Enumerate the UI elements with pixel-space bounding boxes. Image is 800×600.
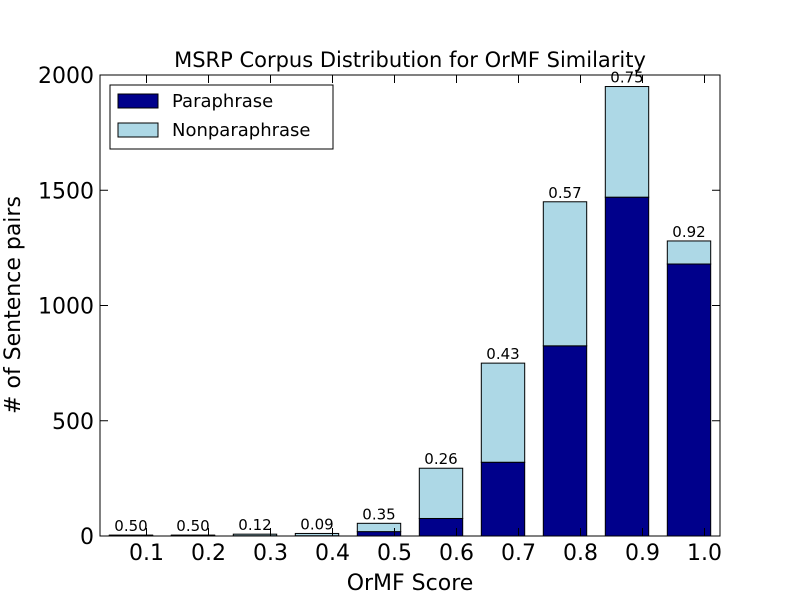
x-axis-label: OrMF Score <box>347 571 474 596</box>
x-ticks-group: 0.1 0.2 0.3 0.4 0.5 0.6 0.7 0.8 0.9 1.0 <box>129 75 722 566</box>
x-tick-label: 0.9 <box>625 541 660 566</box>
x-tick-label: 0.6 <box>439 541 474 566</box>
x-tick-label: 0.1 <box>129 541 164 566</box>
x-tick-label: 0.8 <box>563 541 598 566</box>
bar-labels-group: 0.50 0.50 0.12 0.09 0.35 0.26 0.43 0.57 0.75 0.92 <box>114 69 705 536</box>
bar-nonparaphrase <box>480 362 526 463</box>
x-tick-label: 0.3 <box>253 541 288 566</box>
legend-label-nonparaphrase: Nonparaphrase <box>172 120 311 141</box>
x-tick-label: 0.7 <box>501 541 536 566</box>
bar-paraphrase <box>666 263 712 537</box>
x-tick-label: 0.5 <box>377 541 412 566</box>
y-axis-label: # of Sentence pairs <box>1 196 26 414</box>
bar-value-label: 0.50 <box>176 517 209 535</box>
bar-paraphrase <box>480 461 526 537</box>
legend-swatch-paraphrase <box>117 93 159 109</box>
bar-value-label: 0.26 <box>424 450 457 468</box>
x-tick-label: 1.0 <box>687 541 722 566</box>
bar-value-label: 0.92 <box>672 223 705 241</box>
chart-title: MSRP Corpus Distribution for OrMF Simila… <box>174 48 646 72</box>
y-ticks-group: 0 500 1000 1500 2000 <box>38 64 720 550</box>
bar-value-label: 0.35 <box>362 505 395 523</box>
x-tick-label: 0.4 <box>315 541 350 566</box>
y-tick-label: 0 <box>80 525 94 550</box>
legend-label-paraphrase: Paraphrase <box>172 91 273 112</box>
bar-value-label: 0.75 <box>610 69 643 87</box>
bar-paraphrase <box>542 345 588 537</box>
bar-nonparaphrase <box>666 240 712 265</box>
bar-nonparaphrase <box>418 467 464 519</box>
bar-value-label: 0.57 <box>548 184 581 202</box>
bar-paraphrase <box>604 196 650 537</box>
bar-value-label: 0.43 <box>486 345 519 363</box>
x-tick-label: 0.2 <box>191 541 226 566</box>
bar-value-label: 0.09 <box>300 515 333 533</box>
y-tick-label: 500 <box>52 410 94 435</box>
bars-group <box>108 86 712 537</box>
legend-swatch-nonparaphrase <box>117 122 159 138</box>
bar-nonparaphrase <box>604 86 650 198</box>
y-tick-label: 1000 <box>38 295 94 320</box>
legend: Paraphrase Nonparaphrase <box>109 84 334 150</box>
bar-value-label: 0.12 <box>238 516 271 534</box>
bar-value-label: 0.50 <box>114 517 147 535</box>
plot-frame <box>99 74 721 537</box>
y-tick-label: 2000 <box>38 64 94 89</box>
bar-nonparaphrase <box>542 201 588 347</box>
bar-nonparaphrase <box>356 522 402 533</box>
y-tick-label: 1500 <box>38 179 94 204</box>
